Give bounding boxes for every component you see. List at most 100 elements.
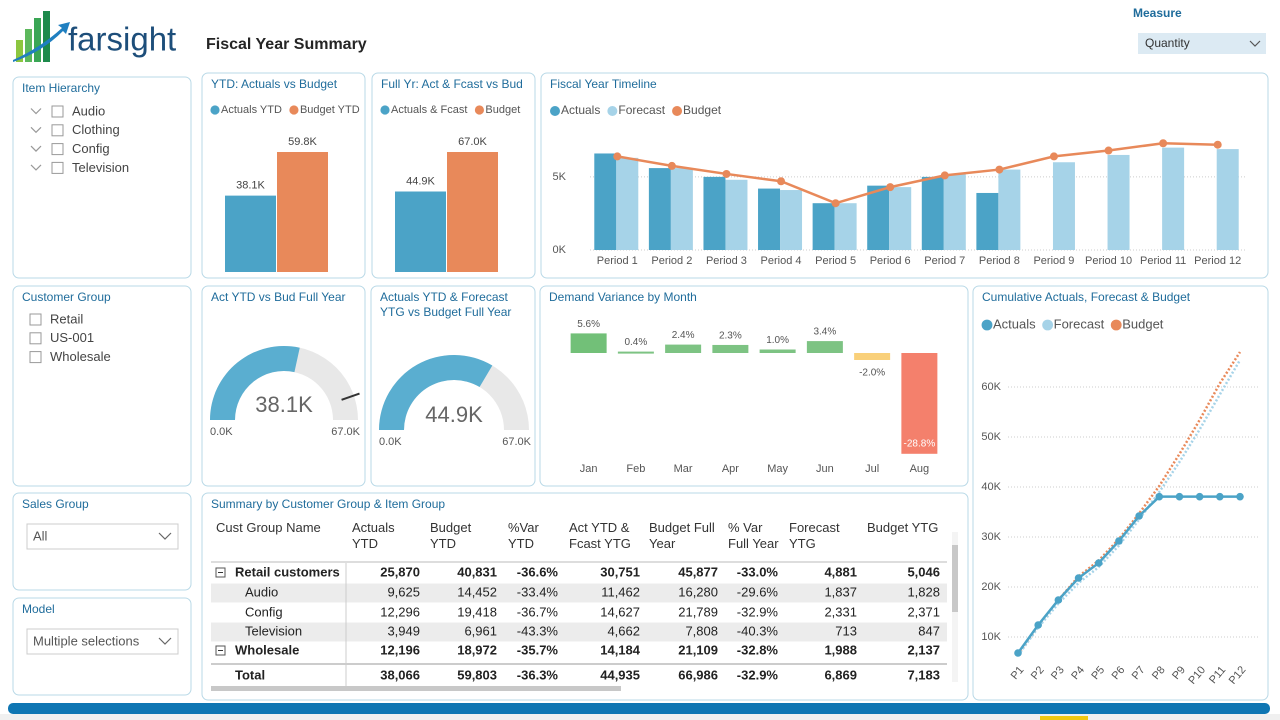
panel-title-box: Item Hierarchy (22, 81, 100, 95)
gauge-min-label: 0.0K (210, 426, 233, 438)
panel-title-box: Full Yr: Act & Fcast vs Bud (381, 77, 523, 91)
legend-marker (981, 319, 993, 331)
dropdown-chevron (1249, 40, 1261, 47)
checkbox[interactable] (51, 143, 64, 156)
chevron (30, 108, 42, 115)
table-cell: 21,109 (678, 642, 718, 657)
dropdown[interactable] (26, 628, 179, 655)
page-tabs (0, 714, 1280, 720)
table-cell: 7,183 (907, 667, 940, 682)
active-tab[interactable] (1040, 716, 1088, 720)
checkbox[interactable] (51, 161, 64, 174)
table-cell: -32.9% (737, 667, 779, 682)
bar (648, 168, 671, 250)
bar (1052, 162, 1075, 250)
chevron (158, 637, 172, 645)
table-cell: -36.7% (517, 604, 559, 619)
panel-title: YTD: Actuals vs Budget (211, 77, 338, 91)
checkbox[interactable] (29, 351, 42, 364)
y-tick-label: 0K (553, 244, 567, 256)
y-tick-label: 30K (981, 531, 1001, 543)
table-cell: -35.7% (517, 642, 559, 657)
legend-label: Budget (683, 103, 722, 117)
bar (670, 168, 693, 250)
dropdown[interactable] (26, 523, 179, 550)
x-tick-label: Period 10 (1085, 255, 1132, 267)
table-cell: -36.3% (517, 667, 559, 682)
table-cell: 2,137 (907, 642, 940, 657)
table-cell: -33.4% (517, 584, 559, 599)
line-marker (1213, 140, 1222, 149)
line-marker (1236, 492, 1244, 501)
checkbox[interactable] (51, 124, 64, 137)
table-cell: 21,789 (678, 604, 718, 619)
checkbox[interactable] (29, 332, 42, 345)
table-cell: -29.6% (737, 584, 779, 599)
y-tick-label: 40K (981, 481, 1001, 493)
column-header: Budget YTG (867, 520, 939, 535)
bar (998, 169, 1021, 250)
panel-title: Demand Variance by Month (549, 290, 697, 304)
legend-marker (1110, 319, 1122, 331)
bar (854, 353, 891, 360)
chevron (158, 532, 172, 540)
v-scroll-thumb[interactable] (952, 545, 958, 612)
table-cell: 25,870 (380, 564, 420, 579)
bar (812, 203, 835, 250)
dropdown-value: All (33, 528, 48, 543)
legend-marker (607, 106, 618, 116)
scrollbar[interactable] (8, 703, 1270, 714)
data-label: 2.3% (719, 331, 742, 342)
slicer-item: US-001 (50, 330, 94, 345)
line-marker (777, 177, 786, 186)
data-label: 2.4% (672, 330, 695, 341)
panel-title: Customer Group (22, 290, 111, 304)
column-header-box: Act YTD & Fcast YTG (569, 520, 631, 551)
slicer-item: Television (72, 160, 129, 175)
x-tick-label: Period 7 (924, 255, 965, 267)
y-tick-label: 10K (981, 631, 1001, 643)
line-marker (1074, 574, 1083, 582)
table-cell: -32.9% (737, 604, 779, 619)
line-marker (886, 183, 895, 192)
bar (1107, 154, 1130, 250)
table-cell: 4,881 (824, 564, 857, 579)
bar (1216, 149, 1239, 250)
table-cell: 6,961 (464, 623, 497, 638)
gauge-target (341, 392, 360, 401)
h-scroll-thumb[interactable] (211, 686, 621, 691)
logo-bar (34, 18, 41, 62)
row-shade (211, 622, 947, 642)
checkbox[interactable] (29, 313, 42, 326)
line-marker (667, 161, 676, 170)
row-label: Retail customers (235, 564, 340, 579)
line-marker (1175, 492, 1184, 501)
line-marker (1054, 596, 1063, 604)
column-header-box: Budget YTG (867, 520, 939, 535)
line-marker (1216, 492, 1224, 501)
bar (712, 344, 749, 353)
measure-value: Quantity (1145, 36, 1190, 50)
panel-title-box: Summary by Customer Group & Item Group (211, 497, 445, 511)
legend-label: Actuals YTD (221, 104, 282, 116)
measure-dropdown[interactable] (1138, 33, 1266, 54)
gauge-max-label: 67.0K (331, 426, 360, 438)
table-cell: 6,869 (824, 667, 857, 682)
slicer-item: Wholesale (50, 349, 111, 364)
line (1016, 359, 1242, 657)
x-tick-label: Period 2 (651, 255, 692, 267)
table-cell: 2,371 (907, 604, 940, 619)
bar (703, 176, 726, 250)
x-tick-label: Period 1 (597, 255, 638, 267)
checkbox[interactable] (51, 105, 64, 118)
legend-marker (380, 105, 390, 115)
slicer-item: Audio (72, 103, 105, 118)
table-cell: -43.3% (517, 623, 559, 638)
column-header: Budget Full Year (649, 520, 715, 551)
column-header: Budget YTD (430, 520, 472, 551)
column-header-box: %Var YTD (508, 520, 539, 551)
table-cell: 7,808 (685, 623, 718, 638)
table-cell: -32.8% (737, 642, 779, 657)
table-cell: 30,751 (600, 564, 640, 579)
bar (759, 349, 796, 353)
